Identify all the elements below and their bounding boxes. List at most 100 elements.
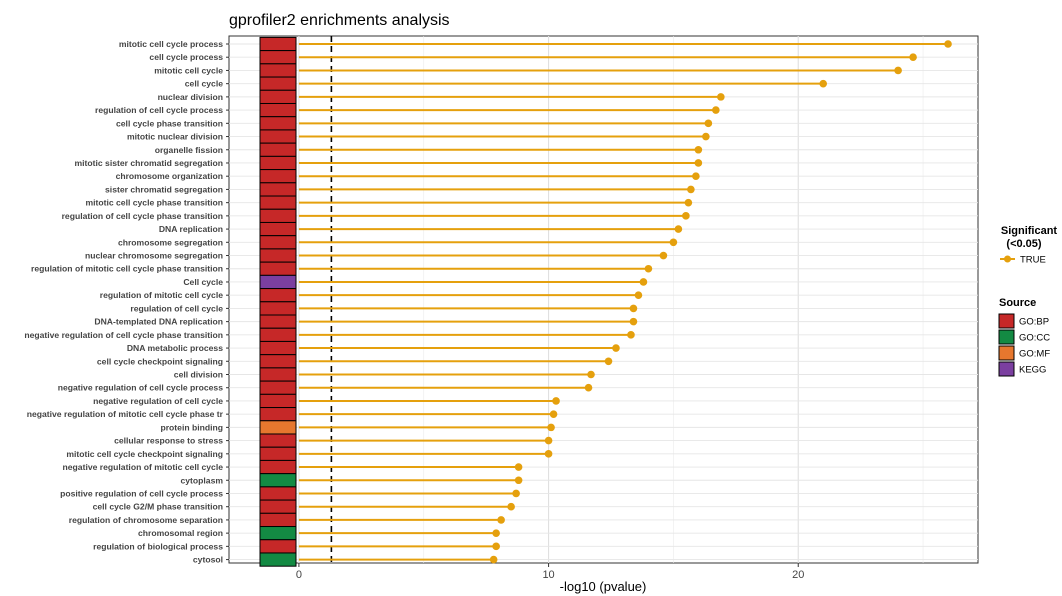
lollipop-point [660,252,668,260]
y-tick-label: DNA metabolic process [127,343,223,353]
y-tick-label: regulation of biological process [93,541,223,551]
lollipop-point [670,239,678,247]
y-tick-label: regulation of cell cycle phase transitio… [62,211,223,221]
legend-source-swatch [999,362,1014,376]
y-tick-label: nuclear chromosome segregation [85,251,223,261]
source-tile [260,500,296,513]
lollipop-point [695,146,703,154]
lollipop-point [515,463,523,471]
source-tile [260,368,296,381]
legend-significant-title-line1: Significant [1001,225,1058,237]
legend-significant: Significant (<0.05) TRUE [1000,225,1057,266]
lollipop-point [585,384,593,392]
legend-source-swatch [999,314,1014,328]
x-tick-label: 0 [296,569,302,581]
legend-source-title: Source [999,297,1036,309]
legend-significant-label: TRUE [1020,255,1046,266]
y-tick-label: cell division [174,370,223,380]
lollipop-point [640,278,648,286]
y-tick-label: regulation of cell cycle [130,303,223,313]
y-tick-label: regulation of chromosome separation [69,515,223,525]
lollipop-point [909,53,917,61]
source-tile [260,143,296,156]
lollipop-point [490,556,498,564]
lollipop-point [550,410,558,418]
y-tick-label: cytosol [193,555,223,565]
lollipop-point [587,371,595,379]
source-tile [260,381,296,394]
chart-title: gprofiler2 enrichments analysis [229,12,450,29]
source-tile [260,275,296,288]
source-tile [260,460,296,473]
source-tile [260,236,296,249]
lollipop-point [552,397,560,405]
lollipop-point [944,40,952,48]
source-tile [260,64,296,77]
legend-significant-point [1004,256,1011,263]
lollipop-point [627,331,635,339]
lollipop-point [507,503,515,511]
source-tile [260,355,296,368]
source-tile [260,37,296,50]
source-tile [260,474,296,487]
y-tick-label: chromosomal region [138,528,223,538]
source-tile [260,103,296,116]
lollipop-point [695,159,703,167]
legend-source-swatch [999,346,1014,360]
source-tile [260,90,296,103]
lollipop-point [819,80,827,88]
y-tick-label: mitotic cell cycle process [119,39,223,49]
source-tile [260,289,296,302]
lollipop-point [675,225,683,233]
legend-significant-title-line2: (<0.05) [1006,238,1041,250]
lollipop-point [512,490,520,498]
source-tile [260,540,296,553]
lollipop-point [515,476,523,484]
source-tile [260,196,296,209]
source-tile [260,302,296,315]
y-tick-label: Cell cycle [183,277,223,287]
legend-source-swatch [999,330,1014,344]
source-tile [260,328,296,341]
source-tile [260,408,296,421]
lollipop-point [682,212,690,220]
y-tick-label: cell cycle checkpoint signaling [97,356,223,366]
y-tick-label: mitotic sister chromatid segregation [74,158,223,168]
source-tile [260,487,296,500]
y-tick-label: cell cycle phase transition [116,118,223,128]
source-tile [260,262,296,275]
source-tile [260,222,296,235]
lollipop-point [545,450,553,458]
plot-panel [229,36,978,563]
y-tick-label: negative regulation of cell cycle phase … [24,330,223,340]
y-tick-label: regulation of cell cycle process [95,105,223,115]
source-tile [260,434,296,447]
lollipop-point [545,437,553,445]
x-ticks: 0 10 20 [296,563,805,581]
source-tile [260,130,296,143]
source-tile [260,249,296,262]
lollipop-point [717,93,725,101]
lollipop-point [630,305,638,313]
legend-source-label: GO:BP [1019,317,1049,328]
lollipop-point [712,106,720,114]
y-tick-label: protein binding [160,422,223,432]
source-tile [260,553,296,566]
lollipop-point [692,172,700,180]
y-tick-label: DNA replication [159,224,223,234]
y-tick-label: cellular response to stress [114,436,223,446]
y-tick-label: cell cycle G2/M phase transition [93,502,223,512]
y-tick-label: cytoplasm [180,475,223,485]
source-tile [260,527,296,540]
lollipop-point [492,543,500,551]
y-tick-label: regulation of mitotic cell cycle [100,290,223,300]
y-tick-label: organelle fission [155,145,223,155]
y-tick-label: mitotic cell cycle [154,65,223,75]
y-tick-label: mitotic cell cycle checkpoint signaling [66,449,223,459]
source-tile [260,447,296,460]
source-tile [260,315,296,328]
legend-source-label: GO:MF [1019,349,1050,360]
x-tick-label: 20 [792,569,804,581]
legend-source-label: KEGG [1019,365,1046,376]
